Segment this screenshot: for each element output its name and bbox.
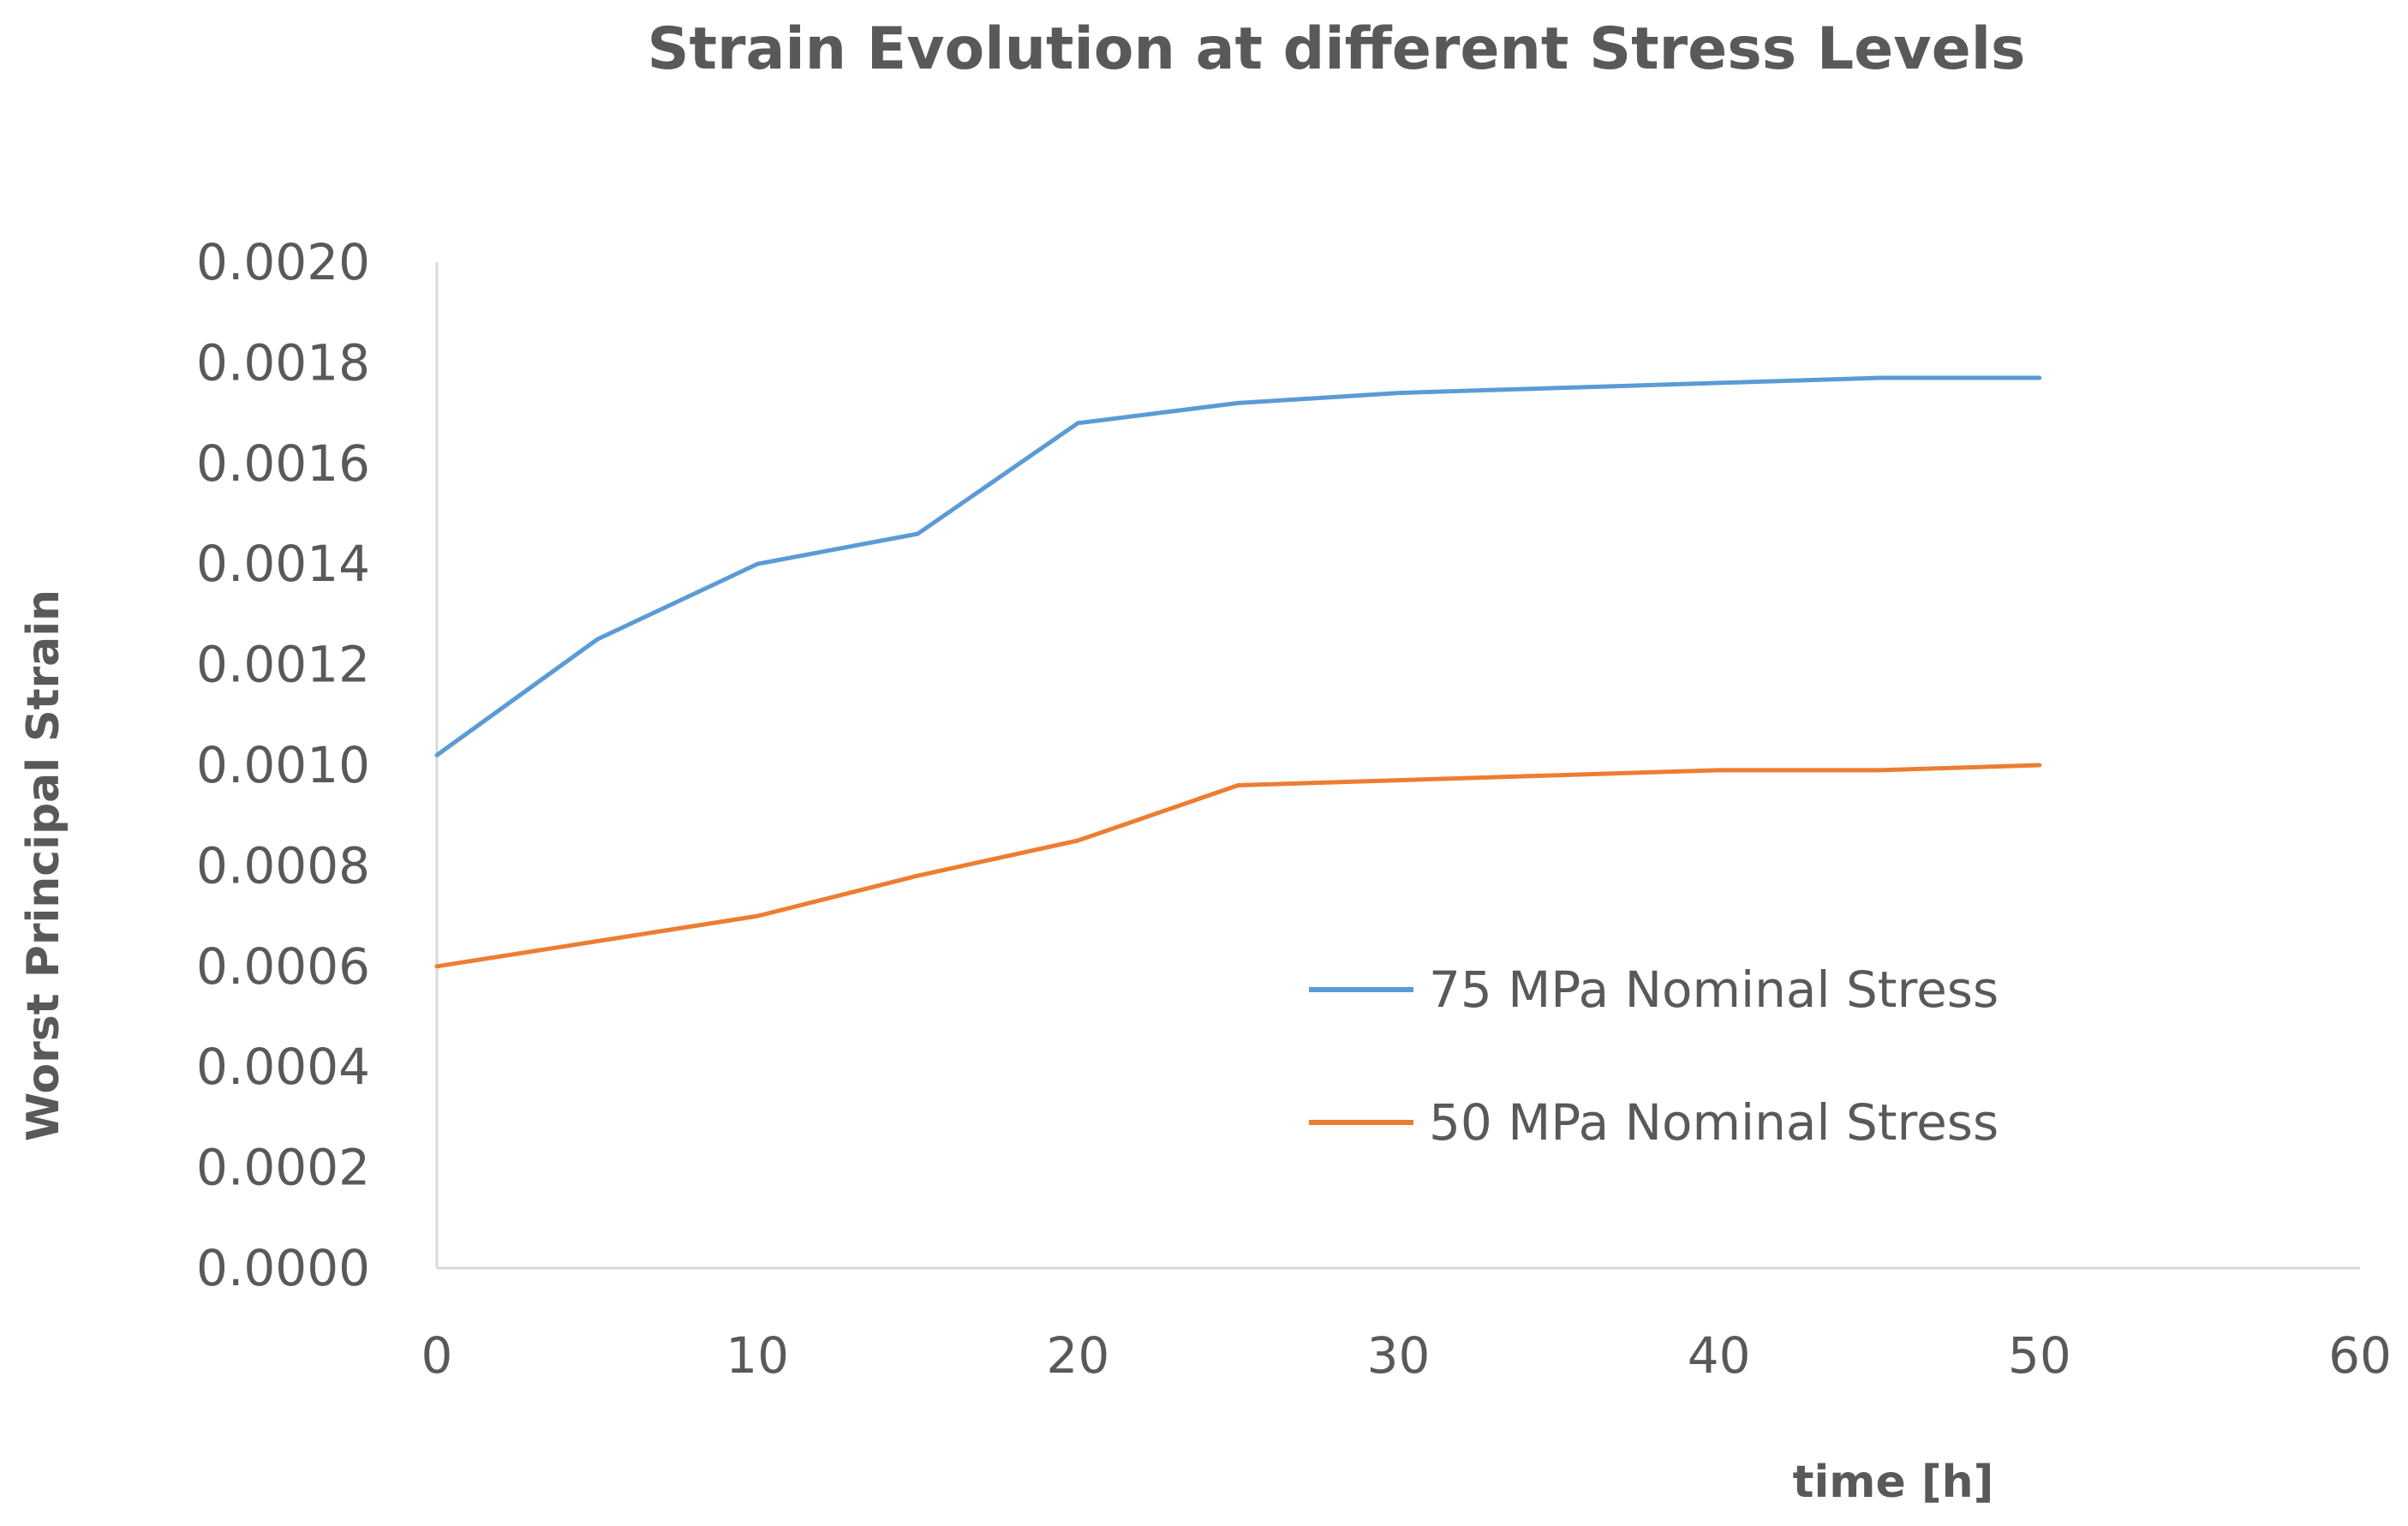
series-group xyxy=(434,375,2042,969)
y-axis-ticks: 0.0000 0.0002 0.0004 0.0006 0.0008 0.0010 0.00… xyxy=(196,233,370,1297)
x-tick-label: 20 xyxy=(1046,1326,1109,1385)
series-line-1 xyxy=(434,375,2042,757)
y-axis-title: Worst Principal Strain xyxy=(18,589,69,1141)
legend: 75 MPa Nominal Stress 50 MPa Nominal Stre… xyxy=(1309,960,1999,1152)
y-tick-label: 0.0008 xyxy=(196,836,370,895)
x-tick-label: 40 xyxy=(1688,1326,1751,1385)
x-tick-label: 10 xyxy=(726,1326,789,1385)
y-tick-label: 0.0002 xyxy=(196,1139,370,1197)
x-tick-label: 0 xyxy=(421,1326,453,1385)
y-tick-label: 0.0004 xyxy=(196,1038,370,1096)
y-tick-label: 0.0016 xyxy=(196,434,370,493)
y-tick-label: 0.0012 xyxy=(196,636,370,694)
y-tick-label: 0.0018 xyxy=(196,333,370,392)
y-tick-label: 0.0014 xyxy=(196,535,370,593)
y-tick-label: 0.0010 xyxy=(196,736,370,794)
x-tick-label: 60 xyxy=(2328,1326,2392,1385)
y-tick-label: 0.0020 xyxy=(196,233,370,291)
chart-title: Strain Evolution at different Stress Lev… xyxy=(647,15,2025,83)
x-tick-label: 50 xyxy=(2008,1326,2071,1385)
x-axis-title: time [h] xyxy=(1793,1457,1994,1508)
legend-label-1: 75 MPa Nominal Stress xyxy=(1429,960,1999,1019)
x-tick-label: 30 xyxy=(1367,1326,1431,1385)
y-tick-label: 0.0006 xyxy=(196,937,370,996)
legend-label-2: 50 MPa Nominal Stress xyxy=(1429,1093,1999,1152)
x-axis-ticks: 0 10 20 30 40 50 60 xyxy=(421,1326,2392,1385)
y-tick-label: 0.0000 xyxy=(196,1239,370,1297)
series-line-2 xyxy=(434,763,2042,969)
